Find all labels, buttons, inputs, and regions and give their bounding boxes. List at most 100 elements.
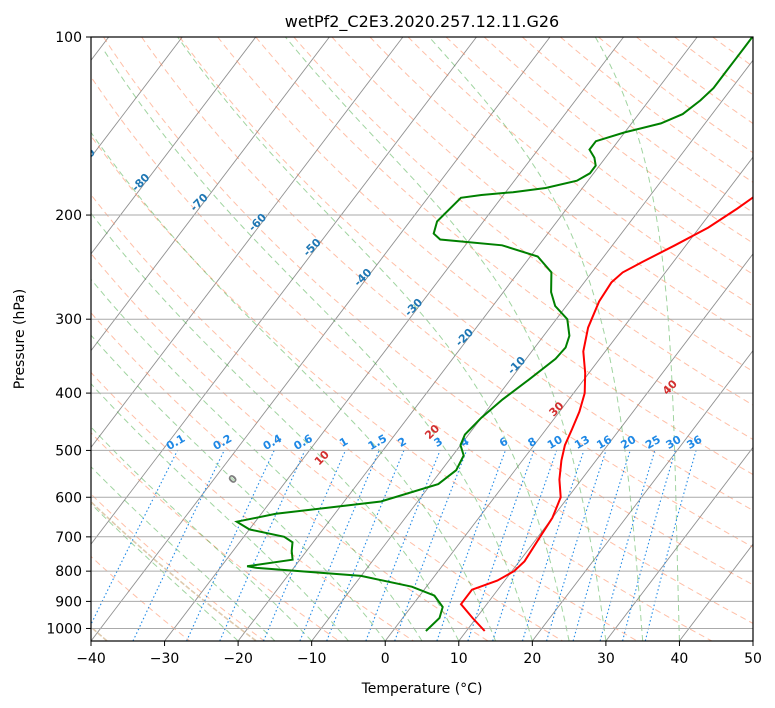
mixing-ratio-label: 0.6 (291, 432, 315, 453)
isotherm-line (91, 37, 404, 449)
moist-adiabat-line (91, 131, 497, 641)
mixing-ratio-label: 1 (337, 435, 350, 450)
isotherm-label: -50 (301, 236, 324, 259)
mixing-ratio-line (326, 450, 405, 641)
isotherm-line (91, 37, 257, 255)
mixing-ratio-label: 16 (594, 433, 614, 452)
isotherm-label: -90 (75, 146, 98, 169)
isotherm-line (91, 37, 183, 158)
chart-title: wetPf2_C2E3.2020.257.12.11.G26 (285, 12, 559, 32)
moist-adiabat-line (285, 37, 607, 641)
x-tick-label: −40 (76, 651, 106, 667)
mixing-ratio-label: 0.4 (261, 432, 285, 453)
dry-adiabat-line (560, 37, 753, 183)
dry-adiabat-line (255, 37, 753, 441)
moist-adiabats (91, 37, 680, 641)
dry-adiabat-line (91, 252, 563, 641)
dry-adiabat-line (331, 37, 753, 372)
mixing-ratio-label: 6 (497, 435, 510, 450)
y-tick-label: 500 (55, 443, 82, 459)
profile-series (234, 37, 753, 632)
dry-adiabats (91, 37, 753, 641)
y-tick-label: 100 (55, 30, 82, 46)
mixing-ratio-lines (91, 450, 697, 641)
isotherm-label: -10 (505, 354, 528, 377)
moist-adiabat-line (177, 37, 570, 641)
mixing-ratio-label: 0.2 (211, 432, 234, 453)
dry-adiabat-line (179, 37, 753, 511)
isotherm-line (752, 640, 753, 641)
x-tick-label: 20 (523, 651, 541, 667)
x-tick-label: −20 (223, 651, 253, 667)
y-tick-label: 1000 (46, 621, 82, 637)
moist-adiabat-label: 40 (660, 377, 680, 397)
dry-adiabat-line (445, 37, 753, 275)
dry-adiabat-line (674, 37, 753, 96)
isotherm-label: -70 (188, 191, 211, 214)
isotherm-line (384, 156, 753, 641)
isotherm-line (458, 253, 753, 641)
plot-area: 0.1 0.2 0.4 0.6 1 1.5 2 3 4 6 8 10 13 16 20 25 30 36-100-… (21, 37, 753, 641)
dry-adiabat-line (141, 37, 753, 548)
mixing-ratio-line (492, 450, 558, 641)
dry-adiabat-line (91, 193, 638, 641)
dry-adiabat-line (91, 312, 489, 641)
mixing-ratio-label: 10 (545, 433, 565, 452)
dry-adiabat-line (103, 37, 753, 586)
y-tick-label: 600 (55, 490, 82, 506)
isotherm-line (91, 37, 551, 641)
plot-frame (90, 36, 754, 642)
mixing-ratio-line (599, 450, 656, 641)
dry-adiabat-line (636, 37, 753, 125)
y-axis-ticks: 1000 900 800 700 600 500 400 300 200 100 (46, 30, 91, 637)
mixing-ratio-line (644, 450, 697, 641)
isotherm-label: -100 (21, 113, 50, 142)
moist-adiabat-line (428, 37, 644, 641)
x-tick-label: −10 (297, 651, 327, 667)
isotherm-line (164, 37, 624, 641)
isotherm-line (91, 37, 477, 545)
mixing-ratio-line (262, 450, 347, 641)
y-tick-label: 200 (55, 208, 82, 224)
moist-adiabat-line (91, 466, 276, 641)
mixing-ratio-label: 20 (619, 433, 639, 452)
mixing-ratio-line (394, 450, 468, 641)
isotherm-label: -20 (453, 326, 476, 349)
mixing-ratio-line (91, 450, 178, 626)
x-tick-label: −30 (150, 651, 180, 667)
dry-adiabat-line (712, 37, 753, 68)
isotherm-grid (91, 37, 753, 641)
mixing-ratio-line (436, 450, 506, 641)
isotherm-line (91, 37, 330, 352)
y-tick-label: 900 (55, 594, 82, 610)
mixing-ratio-line (521, 450, 585, 641)
moist-adiabat-line (91, 278, 423, 641)
dry-adiabat-line (91, 555, 191, 641)
x-tick-label: 0 (381, 651, 390, 667)
moist-adiabat-label: 30 (547, 399, 567, 419)
dry-adiabat-line (91, 135, 713, 641)
x-tick-label: 10 (450, 651, 468, 667)
x-tick-label: 50 (744, 651, 762, 667)
y-tick-label: 800 (55, 564, 82, 580)
y-tick-label: 300 (55, 312, 82, 328)
moist-adiabat-line (102, 49, 533, 641)
moist-adiabat-line (91, 503, 239, 641)
x-axis-ticks: −40 −30 −20 −10 0 10 20 30 40 50 (76, 641, 762, 667)
dry-adiabat-line (521, 37, 753, 214)
moist-adiabat-line (594, 37, 680, 641)
y-tick-label: 700 (55, 530, 82, 546)
isotherm-line (679, 543, 753, 641)
isotherm-line (531, 349, 753, 641)
isotherm-label: -60 (246, 211, 269, 234)
isotherm-label: -40 (351, 266, 374, 289)
dry-adiabat-line (91, 432, 340, 641)
moist-adiabat-line (91, 382, 349, 641)
isotherm-line (237, 37, 698, 641)
dry-adiabat-line (293, 37, 753, 406)
dry-adiabat-line (91, 493, 265, 641)
line-labels: 0.1 0.2 0.4 0.6 1 1.5 2 3 4 6 8 10 13 16 20 25 30 36-100-… (21, 113, 705, 487)
isotherm-label: -80 (129, 171, 152, 194)
mixing-ratio-line (572, 450, 631, 641)
